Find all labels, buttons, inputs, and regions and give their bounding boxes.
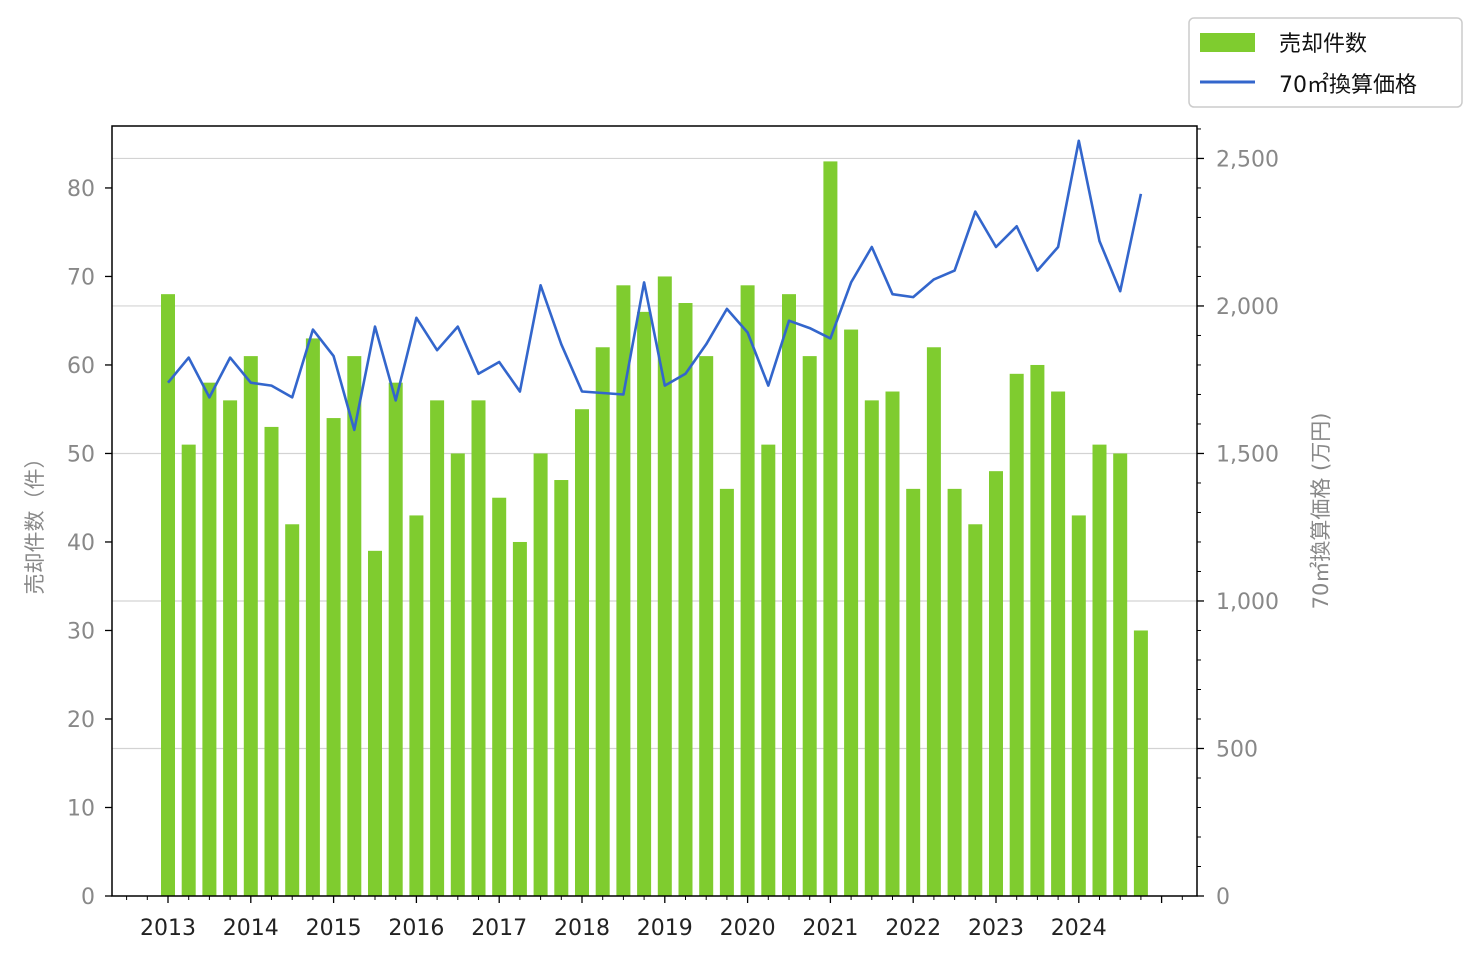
x-tick-label: 2021	[802, 916, 858, 941]
bar	[533, 453, 548, 896]
bar	[699, 356, 714, 896]
bar	[243, 356, 258, 896]
left-tick-label: 20	[67, 708, 95, 733]
bar	[368, 550, 382, 896]
bar	[326, 418, 341, 896]
bar	[637, 311, 652, 896]
x-tick-label: 2016	[388, 916, 444, 941]
bar	[989, 471, 1003, 896]
bar	[512, 541, 527, 896]
bar	[885, 391, 900, 896]
x-tick-label: 2023	[968, 916, 1024, 941]
bar	[1092, 444, 1107, 896]
bar	[223, 400, 238, 896]
left-tick-label: 50	[67, 442, 95, 467]
bar	[657, 276, 672, 896]
line-series	[166, 139, 1143, 432]
legend-box	[1188, 17, 1463, 108]
bar	[1113, 453, 1128, 896]
x-tick-label: 2020	[720, 916, 776, 941]
bar	[202, 382, 217, 897]
left-tick-label: 10	[67, 796, 95, 821]
bar	[740, 285, 755, 897]
bar	[782, 294, 796, 897]
x-tick-label: 2013	[140, 916, 196, 941]
bar	[492, 497, 507, 896]
bar	[181, 444, 196, 896]
bar	[947, 488, 962, 896]
bar	[450, 453, 465, 896]
x-axis: 2013 2014 2015 2016 2017 2018 2019 2020 2021 2022…	[126, 896, 1183, 941]
bar	[1071, 515, 1086, 896]
x-tick-label: 2024	[1051, 916, 1107, 941]
bar	[616, 285, 631, 897]
bar	[968, 524, 983, 896]
x-tick-label: 2018	[554, 916, 610, 941]
price-line	[166, 139, 1143, 432]
legend: 売却件数 70㎡換算価格	[1188, 17, 1463, 108]
bar	[844, 329, 859, 896]
bar	[554, 480, 569, 896]
x-tick-label: 2019	[637, 916, 693, 941]
bar	[388, 382, 403, 897]
bar-series	[161, 161, 1148, 897]
bar	[264, 426, 279, 896]
bar	[305, 338, 320, 896]
left-tick-label: 70	[67, 265, 95, 290]
legend-bar-swatch	[1200, 33, 1255, 52]
right-tick-label: 1,500	[1216, 442, 1279, 467]
bar	[430, 400, 445, 896]
bar	[719, 488, 734, 896]
left-tick-label: 30	[67, 619, 95, 644]
plot-frame	[111, 125, 1198, 897]
x-tick-label: 2017	[471, 916, 527, 941]
bar	[678, 303, 693, 897]
bar	[864, 400, 879, 896]
x-tick-label: 2014	[223, 916, 279, 941]
right-tick-label: 500	[1216, 737, 1258, 762]
right-tick-label: 2,500	[1216, 147, 1279, 172]
bar	[409, 515, 424, 896]
left-axis: 0 10 20 30 40 50 60 70 80	[67, 177, 112, 910]
x-tick-label: 2022	[885, 916, 941, 941]
bar	[161, 294, 175, 897]
bar	[1009, 373, 1024, 896]
bar	[471, 400, 486, 896]
left-tick-label: 40	[67, 531, 95, 556]
bar	[926, 347, 941, 896]
bar	[285, 524, 300, 896]
legend-bar-label: 売却件数	[1279, 32, 1367, 57]
left-tick-label: 60	[67, 354, 95, 379]
bar	[802, 356, 817, 896]
right-tick-label: 0	[1216, 885, 1230, 910]
right-axis-title: 70㎡換算価格 (万円)	[1309, 413, 1333, 610]
right-axis: 0 500 1,000 1,500 2,000 2,500	[1197, 128, 1279, 910]
bar	[595, 347, 610, 896]
bar	[1133, 630, 1148, 896]
bar	[823, 161, 838, 897]
bar	[906, 488, 921, 896]
right-tick-label: 1,000	[1216, 590, 1279, 615]
left-axis-title: 売却件数（件）	[23, 448, 47, 595]
bar	[1030, 364, 1045, 896]
right-tick-label: 2,000	[1216, 295, 1279, 320]
legend-line-label: 70㎡換算価格	[1279, 72, 1417, 98]
bar	[1051, 391, 1066, 896]
bar	[761, 444, 776, 896]
bar	[575, 409, 589, 896]
left-tick-label: 80	[67, 177, 95, 202]
bar	[347, 356, 362, 896]
x-tick-label: 2015	[306, 916, 362, 941]
left-tick-label: 0	[81, 885, 95, 910]
